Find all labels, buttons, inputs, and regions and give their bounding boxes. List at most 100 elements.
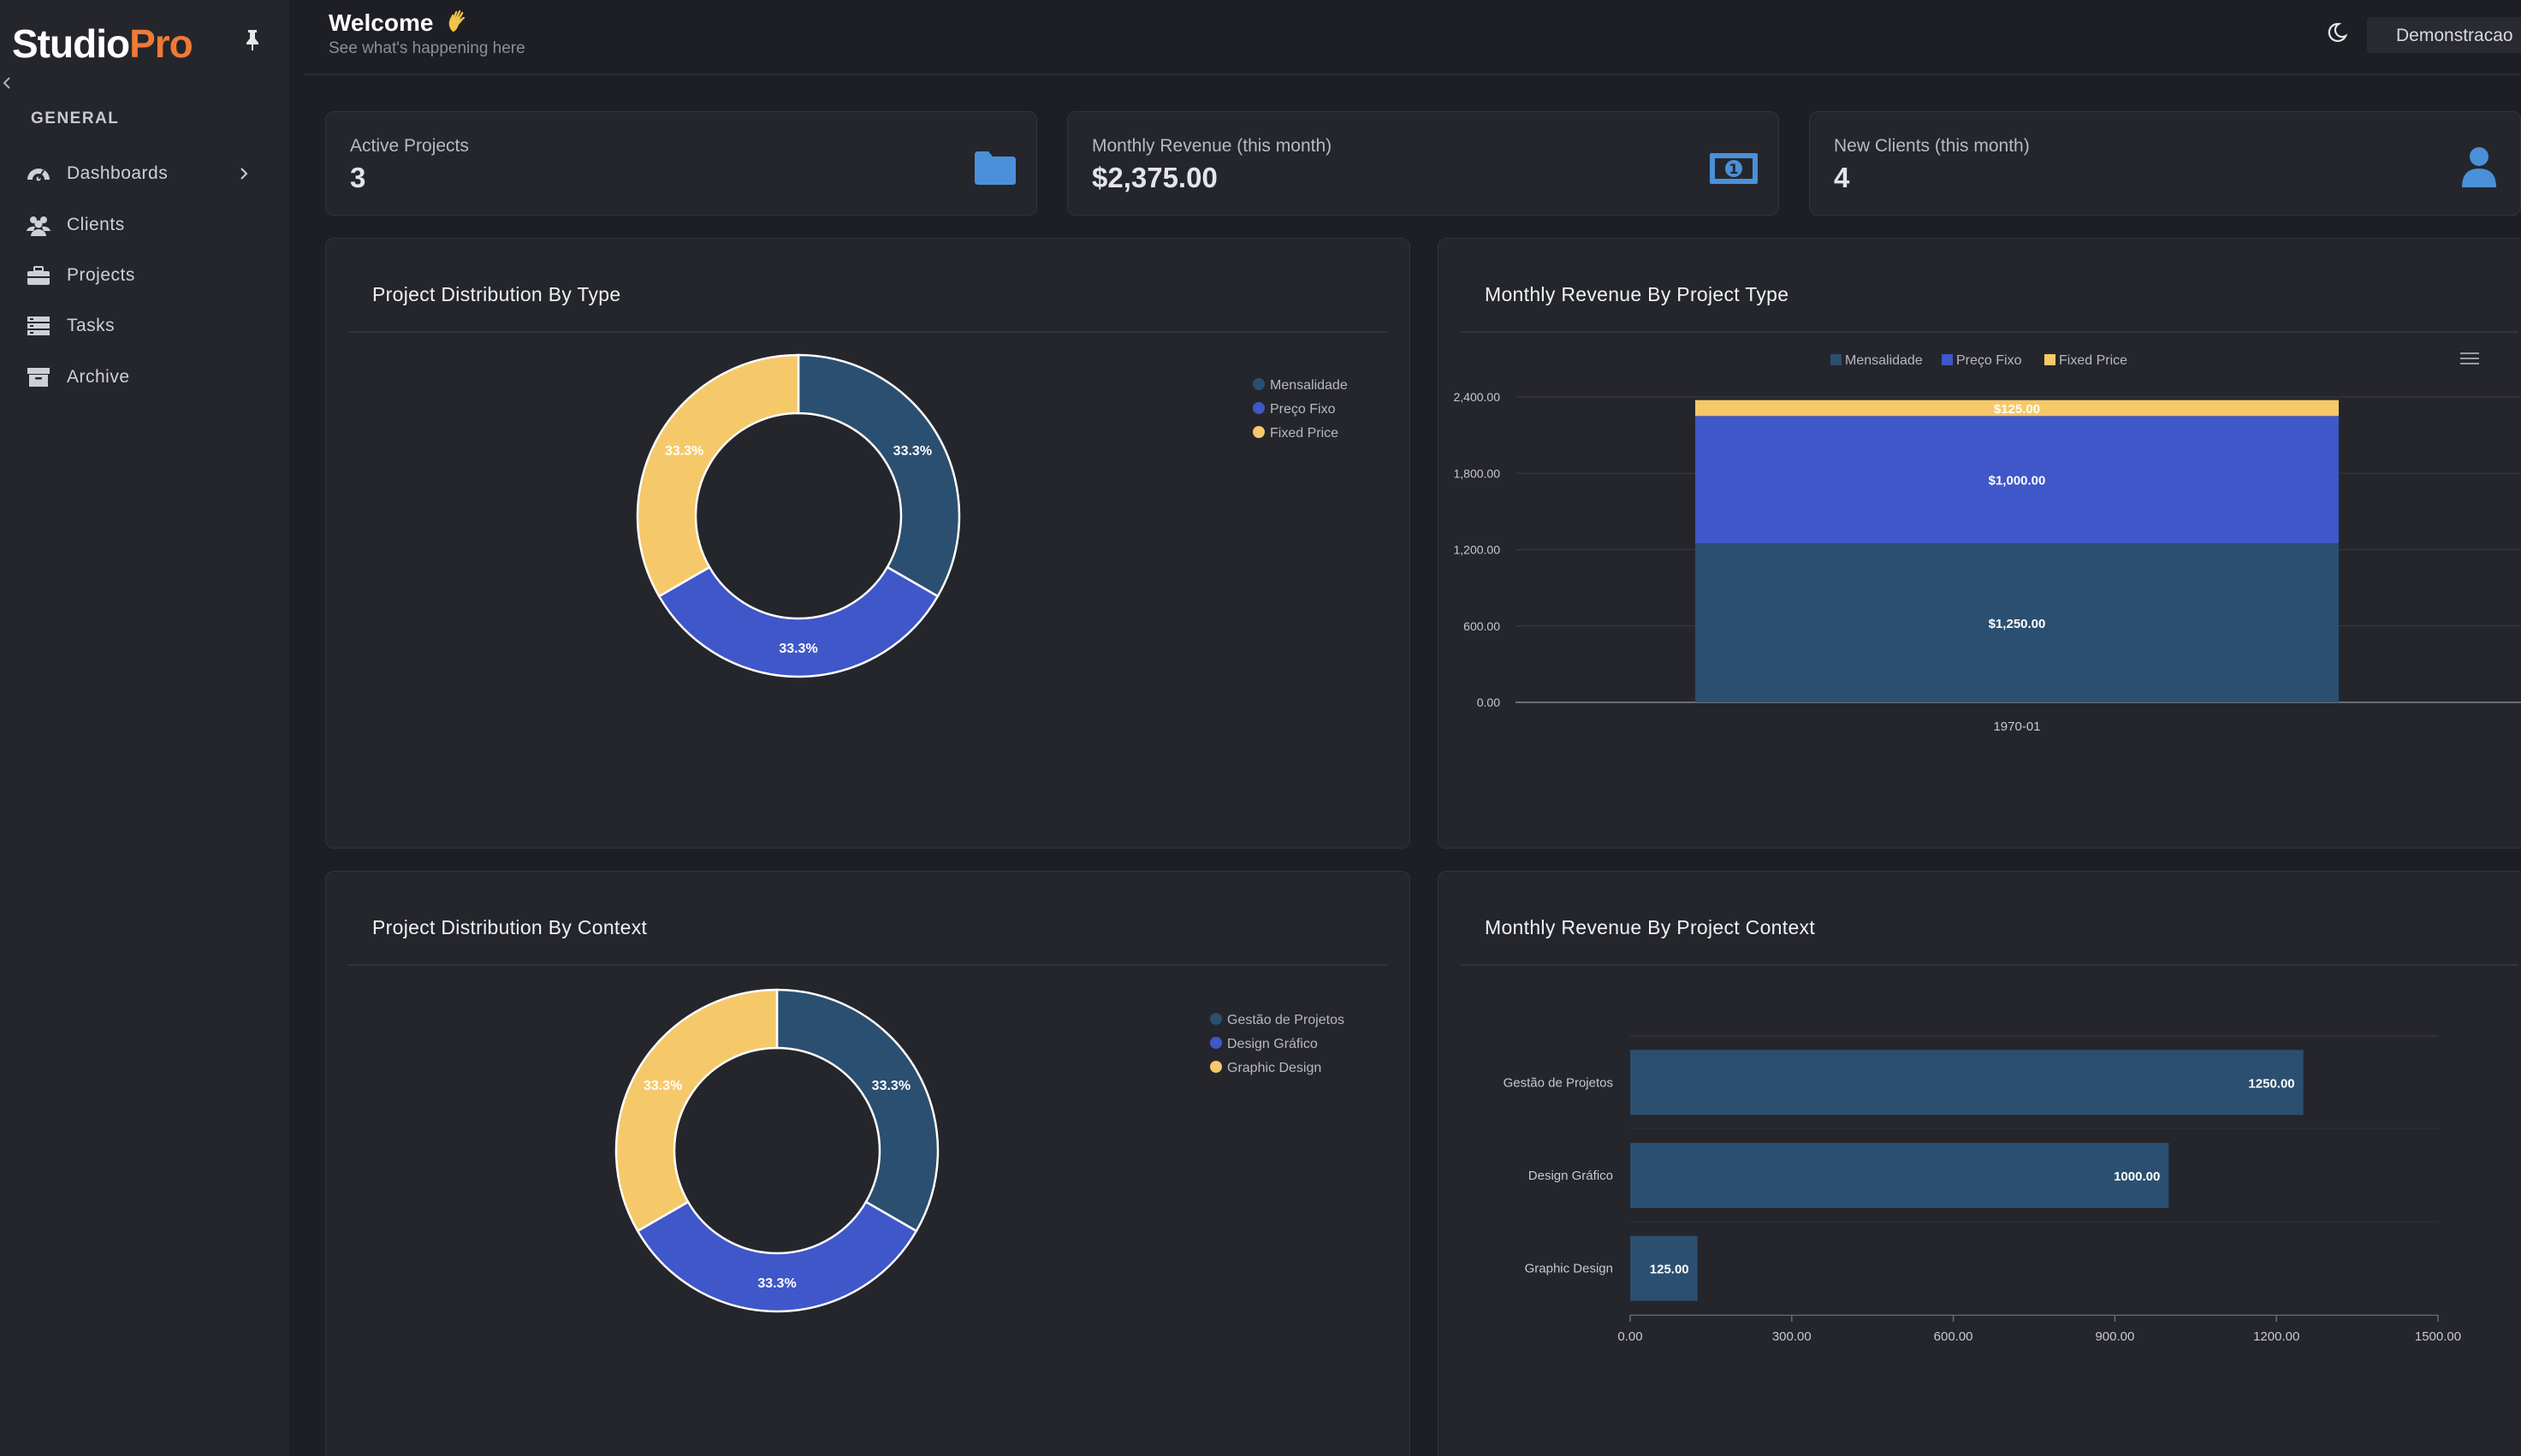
x-tick-label: 600.00 <box>1934 1329 1973 1344</box>
donut-slice <box>636 1200 918 1313</box>
slice-label: 33.3% <box>779 642 817 656</box>
user-menu-button[interactable]: Demonstracao <box>2367 17 2521 53</box>
legend-label: Preço Fixo <box>1956 353 2022 368</box>
page-header: Welcome See what's happening here <box>305 0 2521 75</box>
waving-hand-icon <box>448 9 466 32</box>
folder-icon <box>975 151 1016 185</box>
archive-icon <box>27 368 50 387</box>
bar-segment <box>1695 416 2339 544</box>
chart-title: Monthly Revenue By Project Type <box>1485 283 1789 305</box>
bar-data-label: 1250.00 <box>2248 1076 2294 1091</box>
bar-data-label: 125.00 <box>1650 1263 1689 1277</box>
bar-data-label: $125.00 <box>1994 402 2040 417</box>
slice-label: 33.3% <box>893 444 932 459</box>
legend-marker <box>1253 426 1265 438</box>
app-logo[interactable]: StudioPro <box>12 21 193 72</box>
bar <box>1630 1050 2304 1116</box>
legend-label: Fixed Price <box>1270 426 1338 441</box>
divider <box>348 331 1387 333</box>
y-tick-label: Gestão de Projetos <box>1504 1075 1613 1090</box>
slice-label: 33.3% <box>665 444 703 459</box>
donut-slice <box>775 988 940 1233</box>
page-subtitle: See what's happening here <box>329 39 525 57</box>
legend-label: Mensalidade <box>1845 353 1923 368</box>
collapse-sidebar-icon[interactable] <box>2 75 12 91</box>
bar-segment <box>1695 400 2339 417</box>
legend-marker <box>1210 1037 1222 1049</box>
stat-label: Active Projects <box>350 136 469 156</box>
legend-label: Design Gráfico <box>1227 1037 1318 1051</box>
stat-value: 3 <box>350 162 366 193</box>
donut-chart-by-context: 33.3% 33.3% 33.3% Gestão de Projetos Design … <box>614 988 1344 1313</box>
y-tick-label: 2,400.00 <box>1454 390 1501 404</box>
users-icon <box>27 216 50 236</box>
donut-slice <box>614 988 779 1233</box>
logo-main: Studio <box>12 21 130 66</box>
tasks-icon <box>27 317 50 335</box>
stat-value: $2,375.00 <box>1092 162 1218 193</box>
legend-label: Graphic Design <box>1227 1061 1321 1075</box>
y-tick-label: Design Gráfico <box>1528 1169 1613 1183</box>
x-tick-label: 0.00 <box>1617 1329 1642 1344</box>
stat-label: Monthly Revenue (this month) <box>1092 136 1332 156</box>
briefcase-icon <box>27 266 50 285</box>
slice-label: 33.3% <box>872 1079 911 1093</box>
sidebar-item-label: Clients <box>67 215 125 234</box>
x-tick-label: 1970-01 <box>1993 719 2040 734</box>
stat-card-new-clients: New Clients (this month) 4 <box>1809 111 2521 216</box>
horizontal-bar-chart-by-context: 0.00 300.00 600.00 900.00 1200.00 1500.00 1250… <box>1504 1035 2461 1344</box>
slice-label: 33.3% <box>644 1079 682 1093</box>
legend-marker <box>2044 354 2055 365</box>
sidebar-item-label: Dashboards <box>67 163 169 183</box>
legend-label: Mensalidade <box>1270 378 1348 393</box>
sidebar-item-projects[interactable]: Projects <box>26 256 257 295</box>
chart-panel-distribution-by-type: Project Distribution By Type 33.3% 33.3% 3… <box>325 238 1410 849</box>
stat-card-active-projects: Active Projects 3 <box>325 111 1037 216</box>
divider <box>1461 964 2518 966</box>
page-title: Welcome <box>329 9 471 37</box>
dashboard-icon <box>27 169 50 181</box>
x-tick-label: 1200.00 <box>2253 1329 2299 1344</box>
svg-text:1: 1 <box>1729 161 1738 177</box>
y-tick-label: 1,800.00 <box>1454 466 1501 480</box>
moon-icon[interactable] <box>2324 21 2348 44</box>
donut-slice <box>636 353 800 598</box>
chart-panel-revenue-by-context: Monthly Revenue By Project Context 0.00 3… <box>1438 871 2521 1456</box>
sidebar-section-general: GENERAL <box>31 109 120 127</box>
legend-label: Preço Fixo <box>1270 402 1336 417</box>
y-tick-label: Graphic Design <box>1525 1262 1613 1276</box>
welcome-text: Welcome <box>329 9 434 36</box>
money-icon: 1 <box>1710 153 1758 184</box>
stacked-bar-chart-by-type: 0.00 600.00 1,200.00 1,800.00 2,400.00 $1,250… <box>1454 353 2521 734</box>
divider <box>1461 331 2518 333</box>
pin-icon[interactable] <box>243 29 262 51</box>
x-tick-label: 1500.00 <box>2415 1329 2461 1344</box>
sidebar-item-label: Tasks <box>67 316 116 335</box>
legend-marker <box>1253 378 1265 390</box>
slice-label: 33.3% <box>757 1276 796 1291</box>
sidebar-item-archive[interactable]: Archive <box>26 358 257 397</box>
legend-marker <box>1253 402 1265 414</box>
chart-panel-distribution-by-context: Project Distribution By Context 33.3% 33.… <box>325 871 1410 1456</box>
donut-slice <box>797 353 961 598</box>
chart-title: Project Distribution By Type <box>372 283 621 305</box>
sidebar: StudioPro GENERAL Dashboards <box>0 0 289 1456</box>
legend-marker <box>1210 1061 1222 1073</box>
y-tick-label: 0.00 <box>1477 695 1500 709</box>
user-icon <box>2462 147 2496 187</box>
sidebar-item-label: Archive <box>67 367 130 387</box>
legend-label: Gestão de Projetos <box>1227 1013 1344 1027</box>
bar <box>1630 1235 1698 1301</box>
bar-segment <box>1695 543 2339 702</box>
y-tick-label: 600.00 <box>1463 619 1500 633</box>
sidebar-item-dashboards[interactable]: Dashboards <box>26 154 257 193</box>
chart-menu-icon[interactable] <box>2459 350 2481 367</box>
legend-marker <box>1942 354 1953 365</box>
bar-data-label: $1,000.00 <box>1989 474 2046 488</box>
chart-panel-revenue-by-type: Monthly Revenue By Project Type 0.00 600.… <box>1438 238 2521 849</box>
chart-title: Project Distribution By Context <box>372 916 648 938</box>
sidebar-item-clients[interactable]: Clients <box>26 205 257 245</box>
sidebar-item-label: Projects <box>67 265 135 285</box>
sidebar-item-tasks[interactable]: Tasks <box>26 306 257 346</box>
